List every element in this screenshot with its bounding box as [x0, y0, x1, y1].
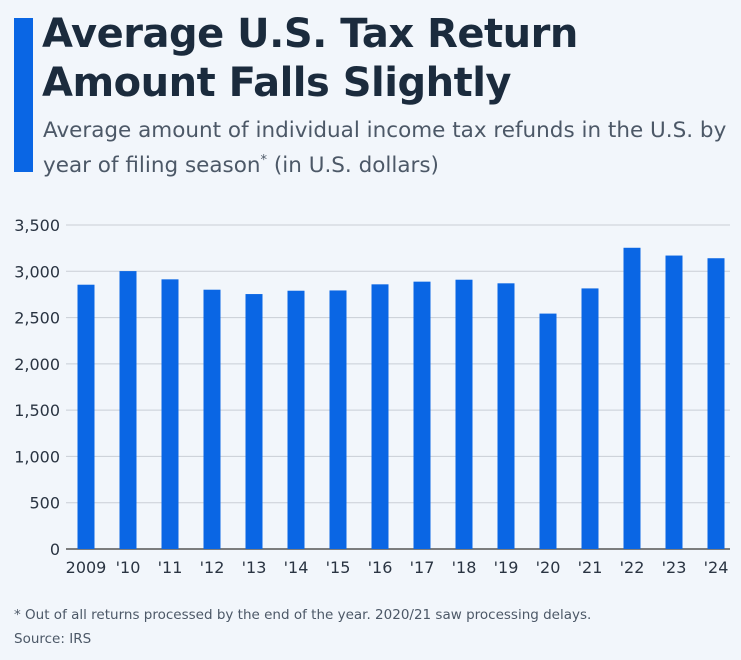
x-tick-label: '22: [620, 558, 645, 577]
x-tick-label: '10: [116, 558, 141, 577]
title-accent-bar: [14, 18, 33, 172]
footnote: * Out of all returns processed by the en…: [14, 607, 592, 623]
x-tick-label: '17: [410, 558, 435, 577]
bar-17: [413, 281, 431, 549]
x-tick-label: 2009: [66, 558, 107, 577]
bar-18: [455, 279, 473, 549]
x-tick-label: '24: [704, 558, 729, 577]
y-tick-label: 2,500: [14, 309, 60, 328]
bar-12: [203, 289, 221, 549]
subtitle-footnote-mark: *: [260, 153, 268, 168]
x-tick-label: '21: [578, 558, 603, 577]
y-tick-label: 3,500: [14, 216, 60, 235]
bar-19: [497, 283, 515, 549]
bar-13: [245, 294, 263, 549]
bar-11: [161, 279, 179, 549]
bar-14: [287, 290, 305, 549]
bar-16: [371, 284, 389, 549]
subtitle-unit: (in U.S. dollars): [267, 153, 439, 179]
x-tick-label: '15: [326, 558, 351, 577]
x-tick-label: '20: [536, 558, 561, 577]
x-tick-label: '12: [200, 558, 225, 577]
source: Source: IRS: [14, 631, 92, 647]
y-tick-label: 2,000: [14, 355, 60, 374]
y-tick-label: 1,500: [14, 401, 60, 420]
bar-20: [539, 313, 557, 549]
x-tick-label: '14: [284, 558, 309, 577]
x-tick-label: '16: [368, 558, 393, 577]
subtitle-text: Average amount of individual income tax …: [43, 118, 727, 179]
chart-title: Average U.S. Tax Return Amount Falls Sli…: [42, 11, 578, 106]
y-tick-label: 1,000: [14, 447, 60, 466]
bar-21: [581, 288, 599, 549]
chart-subtitle: Average amount of individual income tax …: [43, 116, 738, 181]
x-tick-label: '11: [158, 558, 183, 577]
bar-chart: 0 500 1,000 1,500 2,000 2,500 3,000 3,500 2009 '1…: [14, 216, 730, 577]
x-tick-label: '18: [452, 558, 477, 577]
y-tick-label: 3,000: [14, 262, 60, 281]
x-tick-label: '23: [662, 558, 687, 577]
bar-23: [665, 255, 683, 549]
bar-24: [707, 258, 725, 549]
bar-2009: [77, 284, 95, 549]
y-tick-label: 500: [29, 494, 60, 513]
x-tick-label: '19: [494, 558, 519, 577]
bar-22: [623, 247, 641, 549]
bar-10: [119, 271, 137, 549]
x-tick-label: '13: [242, 558, 267, 577]
bar-15: [329, 290, 347, 549]
y-tick-label: 0: [50, 540, 60, 559]
